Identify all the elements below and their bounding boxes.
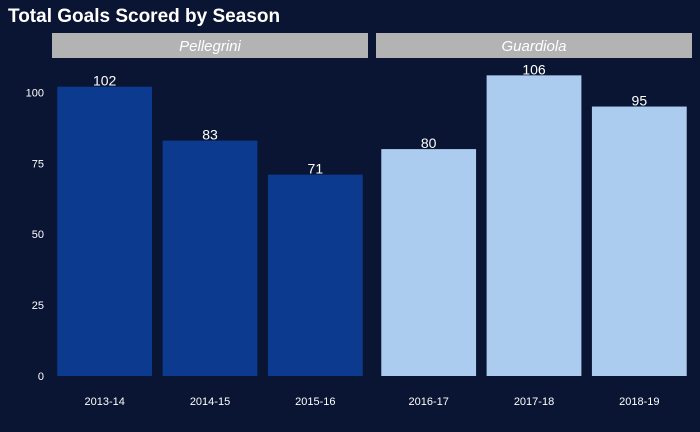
y-tick-label: 50 [32, 229, 44, 241]
bar-2014-15 [162, 140, 258, 376]
y-axis-ticks: 0 25 50 75 100 [26, 87, 44, 383]
chart-title: Total Goals Scored by Season [8, 6, 280, 27]
facet-strip-guardiola [376, 33, 692, 58]
y-tick-label: 25 [32, 300, 44, 312]
y-tick-label: 75 [32, 158, 44, 170]
bar-2015-16 [267, 174, 363, 376]
bar-2018-19 [591, 106, 687, 376]
data-label-2017-18: 106 [522, 61, 546, 77]
data-label-2016-17: 80 [421, 135, 437, 151]
x-tick-label: 2017-18 [514, 396, 554, 408]
x-ticks-pellegrini: 2013-14 2014-15 2015-16 [84, 396, 335, 408]
facet-pellegrini: Pellegrini 102 83 71 2013-14 2014-15 2015-16 [52, 33, 368, 408]
facet-strip-pellegrini [52, 33, 368, 58]
x-tick-label: 2013-14 [84, 396, 124, 408]
bars-guardiola: 80 106 95 [381, 61, 687, 376]
x-tick-label: 2018-19 [619, 396, 659, 408]
x-ticks-guardiola: 2016-17 2017-18 2018-19 [408, 396, 659, 408]
x-tick-label: 2014-15 [190, 396, 230, 408]
data-label-2013-14: 102 [93, 73, 117, 89]
data-label-2015-16: 71 [308, 161, 324, 177]
bars-pellegrini: 102 83 71 [57, 73, 363, 376]
bar-2013-14 [57, 86, 153, 376]
facet-guardiola: Guardiola 80 106 95 2016-17 2017-18 2018-19 [376, 33, 692, 408]
x-tick-label: 2015-16 [295, 396, 335, 408]
x-tick-label: 2016-17 [408, 396, 448, 408]
data-label-2014-15: 83 [202, 127, 218, 143]
data-label-2018-19: 95 [632, 93, 648, 109]
y-tick-label: 100 [26, 87, 44, 99]
facet-strip-label-pellegrini: Pellegrini [179, 38, 241, 55]
bar-2017-18 [486, 75, 582, 376]
y-tick-label: 0 [38, 371, 44, 383]
facet-strip-label-guardiola: Guardiola [501, 38, 566, 55]
bar-2016-17 [381, 149, 477, 376]
